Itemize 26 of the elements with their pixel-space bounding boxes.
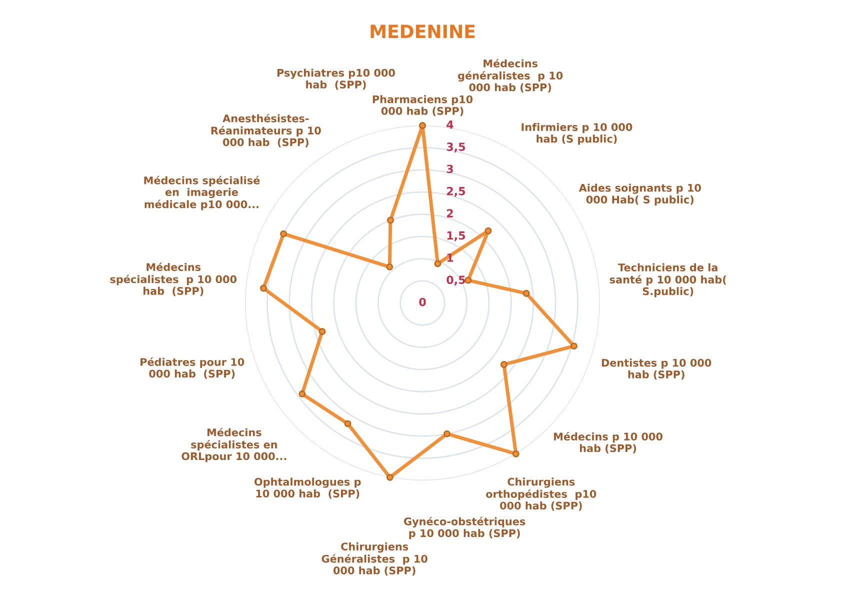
spoke-label: Infirmiers p 10 000 hab (S public)	[522, 122, 632, 145]
spoke-label: Médecins spécialistes en ORLpour 10 000...	[182, 428, 286, 462]
spoke-label: Médecins p 10 000 hab (SPP)	[554, 432, 662, 454]
spoke-label: Médecins généralistes p 10 000 hab (SPP)	[458, 58, 563, 93]
spoke-label: Pédiatres pour 10 000 hab (SPP)	[140, 357, 244, 379]
spoke-label: Médecins spécialisé en imagerie médicale p10 000...	[144, 176, 260, 210]
spoke-label: Dentistes p 10 000 hab (SPP)	[602, 358, 712, 380]
spoke-label: Gynéco-obstétriques p 10 000 hab (SPP)	[404, 516, 526, 540]
spoke-label: Techniciens de la santé p 10 000 hab( S.public)	[610, 263, 726, 298]
y-tick-label: 4	[446, 120, 454, 129]
chart-title: MEDENINE	[370, 24, 475, 38]
spoke-label: Médecins spécialistes p 10 000 hab (SPP)	[110, 262, 237, 296]
y-tick-label: 0,5	[446, 276, 466, 286]
spoke-label: Aides soignants p 10 000 Hab( S public)	[578, 184, 701, 206]
y-tick-label: 3	[446, 164, 453, 174]
y-tick-label: 0	[419, 298, 426, 306]
spoke-label: Ophtalmologues p 10 000 hab (SPP)	[254, 478, 361, 499]
spoke-label: Chirurgiens Généralistes p 10 000 hab (SPP)	[322, 542, 428, 576]
y-tick-label: 3,5	[446, 142, 466, 152]
spoke-label: Chirurgiens orthopédistes p10 000 hab (SPP)	[486, 478, 596, 511]
spoke-label: Pharmaciens p10 000 hab (SPP)	[372, 95, 473, 116]
y-tick-label: 2,5	[446, 186, 466, 197]
y-tick-label: 1,5	[447, 231, 466, 242]
spoke-label: Psychiatres p10 000 hab (SPP)	[277, 68, 395, 90]
y-tick-label: 2	[446, 209, 453, 218]
spoke-label: Anesthésistes- Réanimateurs p 10 000 hab (SPP)	[211, 114, 321, 148]
